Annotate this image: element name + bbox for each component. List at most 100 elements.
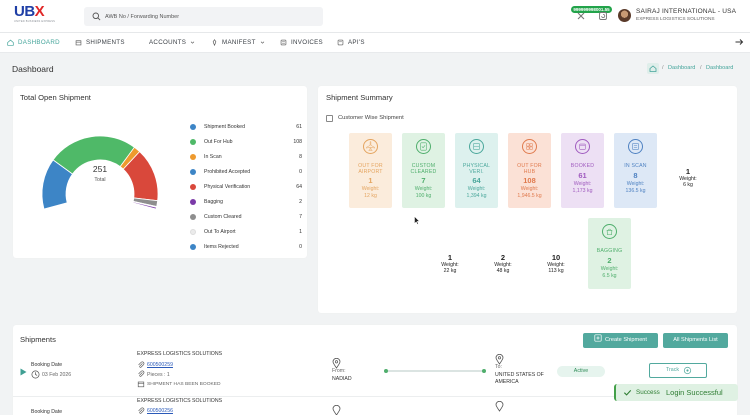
tile-count: 61 xyxy=(578,171,587,180)
stat-weight: 48 kg xyxy=(496,268,510,274)
tile-count: 7 xyxy=(421,176,426,185)
status-tile[interactable]: OUT FOR HUB 108 Weight: 1,946.5 kg xyxy=(508,133,551,208)
status-tile[interactable]: CUSTOM CLEARED 7 Weight: 100 kg xyxy=(402,133,445,208)
account-name[interactable]: SAIRAJ INTERNATIONAL - USA xyxy=(636,8,737,15)
search-input[interactable] xyxy=(105,11,315,22)
nav-apis-label: API'S xyxy=(348,39,365,46)
legend-dot xyxy=(190,214,196,220)
stat-weight-label: Weight: xyxy=(494,262,512,268)
legend-label: Physical Verification xyxy=(204,184,251,190)
clock-icon xyxy=(31,370,40,379)
legend-label: Bagging xyxy=(204,199,224,205)
create-shipment-button[interactable]: Create Shipment xyxy=(583,333,658,348)
paperclip-icon xyxy=(138,361,145,368)
legend-item[interactable]: Bagging 2 xyxy=(190,198,302,206)
legend-value: 7 xyxy=(299,214,302,220)
legend-label: Items Rejected xyxy=(204,244,239,250)
create-shipment-label: Create Shipment xyxy=(605,337,647,343)
legend-dot xyxy=(190,199,196,205)
refresh-icon[interactable] xyxy=(598,11,608,21)
to-label: To: xyxy=(495,364,502,370)
nav-apis[interactable]: API'S xyxy=(337,39,365,46)
avatar[interactable] xyxy=(618,9,631,22)
status-tile[interactable]: OUT FOR AIRPORT 1 Weight: 12 kg xyxy=(349,133,392,208)
status-tile[interactable]: IN SCAN 8 Weight: 136.5 kg xyxy=(614,133,657,208)
box-icon xyxy=(137,381,145,388)
legend-value: 8 xyxy=(299,154,302,160)
legend-dot xyxy=(190,139,196,145)
status-tile[interactable]: BAGGING 2 Weight: 6.5 kg xyxy=(588,218,631,289)
card-title: Total Open Shipment xyxy=(20,93,91,102)
legend-item[interactable]: Prohibited Accepted 0 xyxy=(190,168,302,176)
summary-stat: 2 Weight: 48 kg xyxy=(483,253,523,274)
legend-item[interactable]: Physical Verification 64 xyxy=(190,183,302,191)
nav-invoices[interactable]: INVOICES xyxy=(280,39,323,46)
check-icon xyxy=(623,389,632,396)
legend-value: 0 xyxy=(299,244,302,250)
tools-icon[interactable] xyxy=(576,11,586,21)
nav-accounts[interactable]: ACCOUNTS xyxy=(149,39,195,46)
arrow-right-icon[interactable] xyxy=(734,37,744,47)
nav-manifest-label: MANIFEST xyxy=(222,39,256,46)
success-toast[interactable]: Success Login Successful xyxy=(614,384,738,401)
box-icon xyxy=(75,40,82,46)
legend-item[interactable]: Items Rejected 0 xyxy=(190,243,302,251)
summary-stat: 10 Weight: 113 kg xyxy=(536,253,576,274)
awb-link[interactable]: 600500259 xyxy=(147,362,173,368)
logo-mark: UBX xyxy=(14,3,45,20)
nav-manifest[interactable]: MANIFEST xyxy=(211,39,265,46)
tile-count: 8 xyxy=(633,171,638,180)
legend-dot xyxy=(190,244,196,250)
breadcrumb-link[interactable]: Dashboard xyxy=(668,65,696,71)
status-tile[interactable]: BOOKED 61 Weight: 1,173 kg xyxy=(561,133,604,208)
summary-stat: 1 Weight: 22 kg xyxy=(430,253,470,274)
tile-weight-label: Weight: xyxy=(361,186,380,192)
tile-label: BOOKED xyxy=(570,163,595,169)
main-nav: DASHBOARD SHIPMENTS ACCOUNTS MANIFEST IN… xyxy=(0,33,750,53)
tile-label: OUT FOR AIRPORT xyxy=(358,163,383,175)
from-label: From: xyxy=(332,368,346,374)
booking-date-label: Booking Date xyxy=(31,409,63,415)
awb-link[interactable]: 600500256 xyxy=(147,408,173,414)
breadcrumb-sep: / xyxy=(662,65,664,71)
logo[interactable]: UBX UNITED BUSINESS EXPRESS xyxy=(14,4,56,28)
track-label: Track xyxy=(666,367,680,373)
legend-item[interactable]: Custom Cleared 7 xyxy=(190,213,302,221)
stat-weight: 22 kg xyxy=(443,268,457,274)
booking-date-label: Booking Date xyxy=(31,362,63,368)
legend-item[interactable]: Shipment Booked 61 xyxy=(190,123,302,131)
customer-wise-label[interactable]: Customer Wise Shipment xyxy=(338,115,404,121)
gauge-segment[interactable] xyxy=(132,201,157,210)
legend-label: Out To Airport xyxy=(204,229,236,235)
legend-item[interactable]: In Scan 8 xyxy=(190,153,302,161)
account-company: EXPRESS LOGISTICS SOLUTIONS xyxy=(636,17,715,22)
track-button[interactable]: Track xyxy=(649,363,707,378)
legend-item[interactable]: Out For Hub 108 xyxy=(190,138,302,146)
pieces: Pieces : 1 xyxy=(147,372,170,378)
gauge-total-label: Total xyxy=(94,177,106,183)
nav-dashboard[interactable]: DASHBOARD xyxy=(7,39,60,46)
tile-weight: 1,394 kg xyxy=(466,193,487,199)
tile-weight: 6.5 kg xyxy=(602,273,617,279)
expand-arrow-icon[interactable] xyxy=(20,368,27,376)
paperclip-icon xyxy=(138,370,145,377)
nav-shipments[interactable]: SHIPMENTS xyxy=(75,39,125,46)
tile-weight-label: Weight: xyxy=(626,181,645,187)
legend-value: 0 xyxy=(299,169,302,175)
from-location: NADIAD xyxy=(332,376,352,382)
stat-count: 1 xyxy=(447,253,453,262)
stat-count: 2 xyxy=(500,253,506,262)
legend-label: Shipment Booked xyxy=(204,124,245,130)
legend-item[interactable]: Out To Airport 1 xyxy=(190,228,302,236)
logo-sub: UNITED BUSINESS EXPRESS xyxy=(14,20,56,23)
breadcrumb-home[interactable] xyxy=(647,63,659,74)
tile-weight-label: Weight: xyxy=(414,186,433,192)
calendar-icon xyxy=(575,139,590,154)
tile-label: OUT FOR HUB xyxy=(517,163,542,175)
customer-wise-checkbox[interactable] xyxy=(326,115,333,122)
all-shipments-button[interactable]: All Shipments List xyxy=(663,333,728,348)
all-shipments-label: All Shipments List xyxy=(673,337,718,343)
search-box xyxy=(84,7,323,26)
wallet-balance[interactable]: 999999998001.55 xyxy=(571,6,612,13)
status-tile[interactable]: PHYSICAL VERI. 64 Weight: 1,394 kg xyxy=(455,133,498,208)
